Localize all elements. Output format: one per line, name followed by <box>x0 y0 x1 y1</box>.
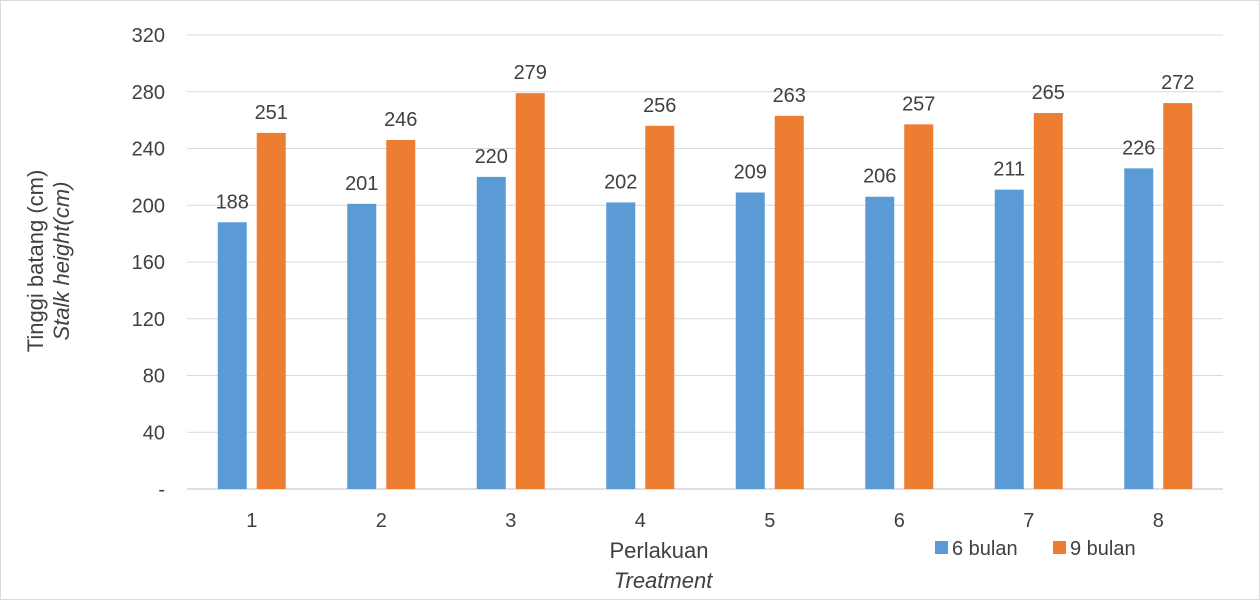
bar-9-bulan-1 <box>256 132 286 490</box>
y-tick-label: 240 <box>132 139 165 161</box>
y-tick-label: 280 <box>132 82 165 104</box>
y-axis-ticks: - 40 80 120 160 200 240 280 320 <box>132 25 165 501</box>
data-label: 206 <box>863 166 896 188</box>
data-label: 257 <box>902 93 935 115</box>
y-tick-label: 120 <box>132 309 165 331</box>
x-tick-label: 2 <box>376 510 387 532</box>
x-tick-label: 4 <box>635 510 646 532</box>
bar-9-bulan-3 <box>515 93 545 489</box>
y-tick-label: 160 <box>132 252 165 274</box>
data-label: 201 <box>345 173 378 195</box>
data-label: 265 <box>1032 82 1065 104</box>
bar-6-bulan-2 <box>347 203 377 490</box>
y-tick-label: 200 <box>132 195 165 217</box>
data-labels: 188 251 201 246 220 279 202 256 209 263 206 257 211 2… <box>216 62 1195 213</box>
data-label: 188 <box>216 191 249 213</box>
legend-label-6-bulan: 6 bulan <box>952 538 1018 560</box>
data-label: 220 <box>475 146 508 168</box>
y-tick-label: 40 <box>143 422 165 444</box>
bar-9-bulan-5 <box>774 115 804 490</box>
bar-9-bulan-4 <box>645 125 675 490</box>
x-axis-title: Perlakuan <box>609 538 708 563</box>
legend-swatch-9-bulan <box>1053 541 1066 554</box>
bar-9-bulan-8 <box>1163 103 1193 489</box>
legend-swatch-6-bulan <box>935 541 948 554</box>
gridlines <box>187 34 1223 490</box>
x-tick-label: 3 <box>505 510 516 532</box>
data-label: 226 <box>1122 137 1155 159</box>
x-tick-label: 5 <box>764 510 775 532</box>
bar-9-bulan-2 <box>386 139 416 490</box>
bar-6-bulan-3 <box>476 176 506 489</box>
x-tick-label: 1 <box>246 510 257 532</box>
y-axis-title-italic: Stalk height(cm) <box>49 182 74 341</box>
x-tick-label: 7 <box>1023 510 1034 532</box>
x-axis-title-italic: Treatment <box>614 568 714 593</box>
legend-label-9-bulan: 9 bulan <box>1070 538 1136 560</box>
data-label: 272 <box>1161 72 1194 94</box>
data-label: 251 <box>255 102 288 124</box>
data-label: 202 <box>604 171 637 193</box>
bar-6-bulan-5 <box>735 192 765 489</box>
data-label: 209 <box>734 161 767 183</box>
data-label: 256 <box>643 95 676 117</box>
y-tick-label: 80 <box>143 366 165 388</box>
bar-6-bulan-6 <box>865 196 895 490</box>
data-label: 246 <box>384 109 417 131</box>
bar-6-bulan-4 <box>606 202 636 489</box>
data-label: 263 <box>773 85 806 107</box>
bar-9-bulan-6 <box>904 124 934 489</box>
y-tick-label: - <box>158 479 165 501</box>
x-axis-ticks: 1 2 3 4 5 6 7 8 <box>246 510 1164 532</box>
bar-6-bulan-8 <box>1124 168 1154 490</box>
bars <box>217 93 1193 490</box>
y-tick-label: 320 <box>132 25 165 47</box>
x-tick-label: 8 <box>1153 510 1164 532</box>
x-tick-label: 6 <box>894 510 905 532</box>
y-axis-title: Tinggi batang (cm) <box>23 170 48 353</box>
bar-6-bulan-7 <box>994 189 1024 490</box>
bar-6-bulan-1 <box>217 222 247 489</box>
bar-9-bulan-7 <box>1033 113 1063 489</box>
legend: 6 bulan 9 bulan <box>935 538 1136 560</box>
data-label: 279 <box>514 62 547 84</box>
data-label: 211 <box>993 159 1025 181</box>
